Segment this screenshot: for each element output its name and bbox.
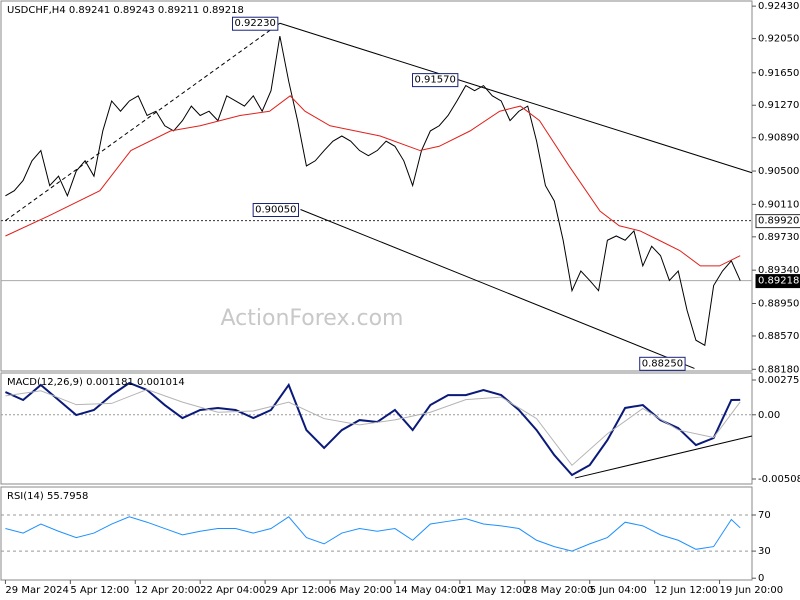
x-tick-label: 22 Apr 04:00 <box>200 585 265 596</box>
y-tick-label: 70 <box>758 510 771 521</box>
y-tick-label: 0.88570 <box>758 331 799 342</box>
label-box <box>639 356 686 371</box>
label-box <box>755 274 800 289</box>
trend-line <box>300 209 695 369</box>
trend-line <box>574 435 753 479</box>
panel-title: MACD(12,26,9) 0.001181 0.001014 <box>7 377 185 388</box>
y-tick-label: 0.90500 <box>758 166 799 177</box>
y-tick-label: 30 <box>758 546 771 557</box>
y-tick-label: 0 <box>758 573 764 584</box>
y-tick-label: 0.91270 <box>758 100 799 111</box>
y-tick-label: 0.89340 <box>758 265 799 276</box>
price-annotation: 0.88250 <box>642 358 683 369</box>
watermark: ActionForex.com <box>221 306 404 331</box>
y-tick-label: 0.90890 <box>758 133 799 144</box>
label-box <box>755 214 800 229</box>
panel-frame <box>0 0 753 372</box>
x-tick-label: 28 May 20:00 <box>525 585 594 596</box>
level-label: 0.89920 <box>758 216 799 227</box>
trend-line <box>5 22 281 222</box>
series-line <box>5 35 741 347</box>
price-annotation: 0.90050 <box>255 204 296 215</box>
x-tick-label: 12 Apr 20:00 <box>135 585 200 596</box>
x-tick-label: 5 Jun 04:00 <box>590 585 647 596</box>
x-tick-label: 12 Jun 12:00 <box>655 585 719 596</box>
label-box <box>252 202 300 217</box>
label-box <box>412 73 459 88</box>
trend-line <box>279 22 753 174</box>
y-tick-label: -0.005083 <box>758 474 800 485</box>
x-tick-label: 21 May 12:00 <box>460 585 529 596</box>
price-annotation: 0.92230 <box>234 18 275 29</box>
y-tick-label: 0.90110 <box>758 199 799 210</box>
x-tick-label: 14 May 04:00 <box>395 585 464 596</box>
y-tick-label: 0.92050 <box>758 34 799 45</box>
series-line <box>5 95 741 267</box>
x-tick-label: 6 May 20:00 <box>330 585 392 596</box>
series-line <box>5 516 741 552</box>
y-tick-label: 0.002753 <box>758 375 800 386</box>
panel-title: USDCHF,H4 0.89241 0.89243 0.89211 0.8921… <box>7 5 244 16</box>
panel-title: RSI(14) 55.7958 <box>7 491 88 502</box>
label-box <box>231 16 279 31</box>
series-line <box>5 388 741 467</box>
y-tick-label: 0.00 <box>758 410 780 421</box>
y-tick-label: 0.89730 <box>758 232 799 243</box>
y-tick-label: 0.92430 <box>758 1 799 12</box>
price-annotation: 0.91570 <box>415 75 456 86</box>
y-tick-label: 0.88180 <box>758 364 799 375</box>
level-label: 0.89218 <box>758 276 799 287</box>
x-tick-label: 29 Apr 12:00 <box>265 585 330 596</box>
y-tick-label: 0.88950 <box>758 298 799 309</box>
x-tick-label: 29 Mar 2024 <box>5 585 68 596</box>
x-tick-label: 19 Jun 20:00 <box>720 585 784 596</box>
y-tick-label: 0.91650 <box>758 68 799 79</box>
panel-frame <box>0 486 753 581</box>
panel-frame <box>0 372 753 485</box>
x-tick-label: 5 Apr 12:00 <box>70 585 129 596</box>
